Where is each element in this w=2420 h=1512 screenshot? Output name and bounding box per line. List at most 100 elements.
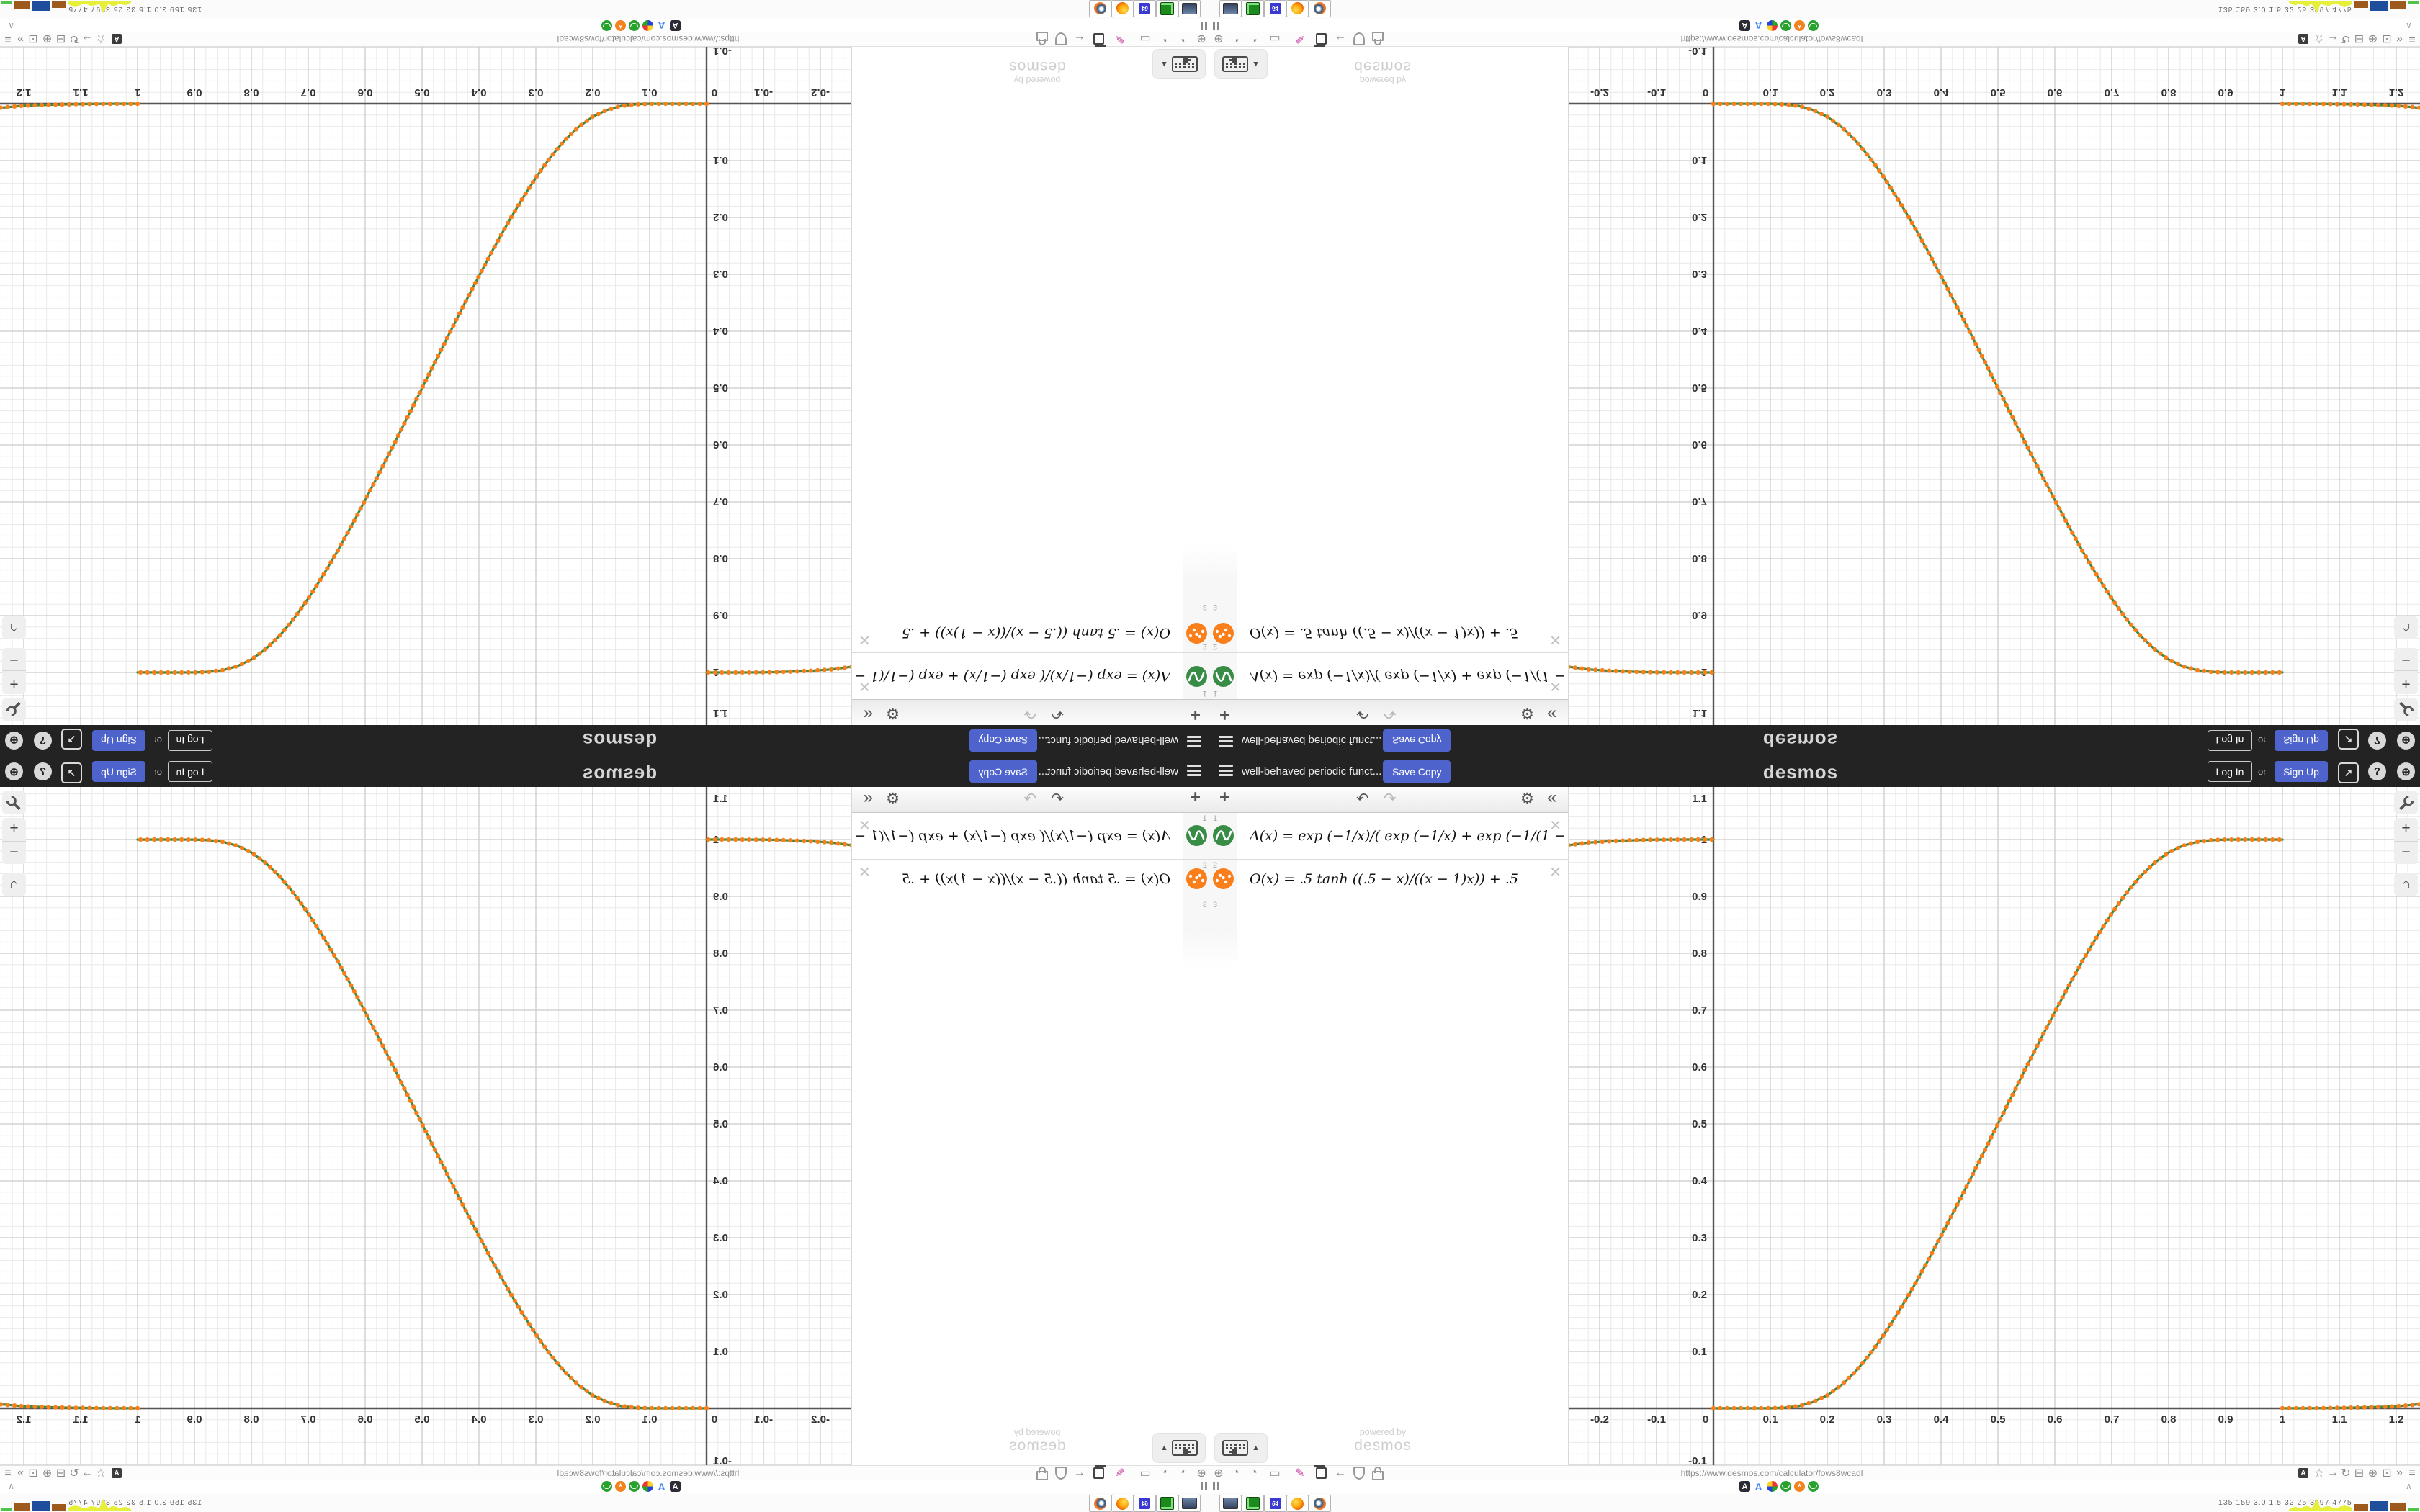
- zoom-out-button[interactable]: −: [9, 844, 19, 860]
- graph-settings-wrench-button[interactable]: [2394, 698, 2418, 721]
- delete-expression-icon[interactable]: ✕: [859, 678, 871, 694]
- zoom-in-button[interactable]: +: [2, 670, 26, 694]
- favicon-desmos-orange[interactable]: *: [615, 1481, 626, 1492]
- back-arrow-icon[interactable]: ←: [1335, 1467, 1346, 1479]
- zoom-in-button[interactable]: +: [2, 818, 26, 842]
- collapse-chevron-icon[interactable]: ∧: [8, 1481, 14, 1491]
- extension-puzzle-icon[interactable]: ⊡: [28, 1467, 38, 1480]
- forward-arrow-icon[interactable]: →: [81, 1467, 93, 1479]
- site-globe-icon[interactable]: ⊕: [2367, 32, 2378, 45]
- url-text[interactable]: https://www.desmos.com/calculator/fows8w…: [557, 34, 740, 44]
- delete-expression-icon[interactable]: ✕: [859, 865, 871, 881]
- taskbar-app-screenshot[interactable]: [1219, 1495, 1242, 1512]
- expression-row-3-empty[interactable]: 3: [852, 899, 1210, 971]
- favicon-gimp[interactable]: A: [670, 1481, 681, 1492]
- taskbar-app-screenshot[interactable]: [1219, 0, 1242, 17]
- collapse-chevron-icon[interactable]: ∧: [2406, 21, 2412, 31]
- collapse-chevron-icon[interactable]: ∧: [2406, 1481, 2412, 1491]
- graph-canvas[interactable]: -0.2 -0.1 0 0.1 0.2 0.3 0.4 0.5 0.6 0.7 0.8 0.9 1 1.1…: [0, 47, 851, 725]
- back-arrow-icon[interactable]: ←: [1335, 33, 1346, 45]
- extension-puzzle-icon[interactable]: ⊡: [28, 32, 38, 45]
- expression-row-1[interactable]: 1 A(x) = exp (−1/x)/( exp (−1/x) + exp (…: [1210, 813, 1594, 860]
- graph-settings-wrench-button[interactable]: [2394, 791, 2418, 814]
- graph-canvas[interactable]: -0.2 -0.1 0 0.1 0.2 0.3 0.4 0.5 0.6 0.7 0.8 0.9 1 1.1…: [1569, 787, 2420, 1465]
- web-globe-icon[interactable]: ⊕: [1214, 32, 1224, 45]
- bookmark-star-icon[interactable]: ☆: [2313, 32, 2325, 45]
- zoom-out-button[interactable]: −: [2401, 652, 2411, 668]
- site-globe-icon[interactable]: ⊕: [2367, 1467, 2378, 1480]
- log-in-button[interactable]: Log In: [168, 730, 212, 751]
- delete-expression-icon[interactable]: ✕: [1549, 865, 1561, 881]
- expression-row-3-empty[interactable]: 3: [852, 541, 1210, 613]
- edit-pencil-icon[interactable]: ✎: [1115, 32, 1125, 45]
- add-expression-button[interactable]: +: [1190, 705, 1201, 725]
- taskbar-app-floppy[interactable]: 64: [1134, 0, 1156, 17]
- undo-icon[interactable]: ↶: [1051, 791, 1064, 807]
- delete-expression-icon[interactable]: ✕: [859, 818, 871, 834]
- expression-math[interactable]: A(x) = exp (−1/x)/( exp (−1/x) + exp (−1…: [826, 668, 1170, 684]
- trash-icon[interactable]: [1313, 32, 1329, 46]
- redo-icon[interactable]: ↷: [1384, 791, 1397, 807]
- edit-pencil-icon[interactable]: ✎: [1115, 1467, 1125, 1480]
- forward-arrow-icon[interactable]: →: [2327, 1467, 2339, 1479]
- archive-icon[interactable]: ⊟: [55, 32, 66, 45]
- extension-puzzle-icon[interactable]: ⊡: [2382, 32, 2392, 45]
- favicon-desmos-green[interactable]: [1780, 20, 1791, 31]
- edit-list-gear-icon[interactable]: ⚙: [886, 791, 900, 807]
- expression-math[interactable]: A(x) = exp (−1/x)/( exp (−1/x) + exp (−1…: [1250, 828, 1594, 844]
- folder-icon[interactable]: ▭: [1139, 32, 1151, 45]
- favicon-desmos-green[interactable]: [601, 1481, 612, 1492]
- default-viewport-home-button[interactable]: ⌂: [2394, 616, 2418, 639]
- pause-icon[interactable]: [1212, 1482, 1221, 1490]
- expression-row-1[interactable]: 1 A(x) = exp (−1/x)/( exp (−1/x) + exp (…: [826, 652, 1210, 699]
- archive-icon[interactable]: ⊟: [2354, 1467, 2365, 1480]
- graph-settings-wrench-button[interactable]: [2, 791, 26, 814]
- edit-list-gear-icon[interactable]: ⚙: [886, 705, 900, 721]
- taskbar-app-green-device[interactable]: [1156, 0, 1178, 17]
- bookmark-star-icon[interactable]: ☆: [95, 32, 107, 45]
- folder-icon[interactable]: ▭: [1139, 1467, 1151, 1480]
- taskbar-app-green-device[interactable]: [1156, 1495, 1178, 1512]
- favicon-gimp[interactable]: A: [1739, 1481, 1750, 1492]
- lock-icon[interactable]: [1034, 32, 1050, 46]
- sign-up-button[interactable]: Sign Up: [2275, 761, 2328, 782]
- taskbar-app-screenshot[interactable]: [1178, 1495, 1201, 1512]
- browser-menu-icon[interactable]: ≡: [4, 1467, 12, 1479]
- collapse-panel-icon[interactable]: «: [863, 705, 873, 724]
- favicon-desmos-green[interactable]: [629, 1481, 640, 1492]
- taskbar-app-blender[interactable]: [1089, 0, 1111, 17]
- graph-paper[interactable]: -0.2 -0.1 0 0.1 0.2 0.3 0.4 0.5 0.6 0.7 0.8 0.9 1 1.1…: [1568, 787, 2420, 1465]
- forward-arrow-icon[interactable]: →: [81, 33, 93, 45]
- translate-icon[interactable]: A: [109, 32, 124, 46]
- favicon-desmos-orange[interactable]: *: [1794, 1481, 1805, 1492]
- edit-list-gear-icon[interactable]: ⚙: [1520, 791, 1534, 807]
- url-text[interactable]: https://www.desmos.com/calculator/fows8w…: [1680, 34, 1863, 44]
- language-globe-icon[interactable]: ⊕: [5, 762, 23, 780]
- expression-math[interactable]: O(x) = .5 tanh ((.5 − x)/((x − 1)x)) + .…: [1250, 625, 1518, 641]
- expression-math[interactable]: O(x) = .5 tanh ((.5 − x)/((x − 1)x)) + .…: [902, 871, 1170, 887]
- site-globe-icon[interactable]: ⊕: [42, 1467, 53, 1480]
- log-in-button[interactable]: Log In: [2208, 761, 2252, 782]
- help-icon[interactable]: ?: [2368, 762, 2386, 780]
- favicon-desmos-orange[interactable]: *: [615, 20, 626, 31]
- menu-icon[interactable]: [1187, 734, 1201, 747]
- trash-icon[interactable]: [1313, 1465, 1329, 1480]
- archive-icon[interactable]: ⊟: [55, 1467, 66, 1480]
- site-globe-icon[interactable]: ⊕: [42, 32, 53, 45]
- sign-up-button[interactable]: Sign Up: [92, 761, 145, 782]
- help-icon[interactable]: ?: [34, 762, 52, 780]
- expression-row-2[interactable]: 2 O(x) = .5 tanh ((.5 − x)/((x − 1)x)) +…: [1210, 860, 1568, 899]
- pause-icon[interactable]: [1199, 1482, 1208, 1490]
- url-text[interactable]: https://www.desmos.com/calculator/fows8w…: [1680, 1468, 1863, 1478]
- plot-style-icon-dots[interactable]: [1213, 868, 1234, 889]
- more-chevrons-icon[interactable]: »: [17, 33, 24, 45]
- default-viewport-home-button[interactable]: ⌂: [2, 616, 26, 639]
- taskbar-app-firefox[interactable]: [1111, 1495, 1134, 1512]
- menu-icon[interactable]: [1187, 765, 1201, 778]
- default-viewport-home-button[interactable]: ⌂: [2394, 873, 2418, 896]
- expression-row-2[interactable]: 2 O(x) = .5 tanh ((.5 − x)/((x − 1)x)) +…: [852, 613, 1210, 652]
- favicon-google[interactable]: A: [1753, 20, 1764, 32]
- taskbar-app-firefox[interactable]: [1286, 0, 1309, 17]
- save-copy-button[interactable]: Save Copy: [969, 729, 1037, 752]
- url-text[interactable]: https://www.desmos.com/calculator/fows8w…: [557, 1468, 740, 1478]
